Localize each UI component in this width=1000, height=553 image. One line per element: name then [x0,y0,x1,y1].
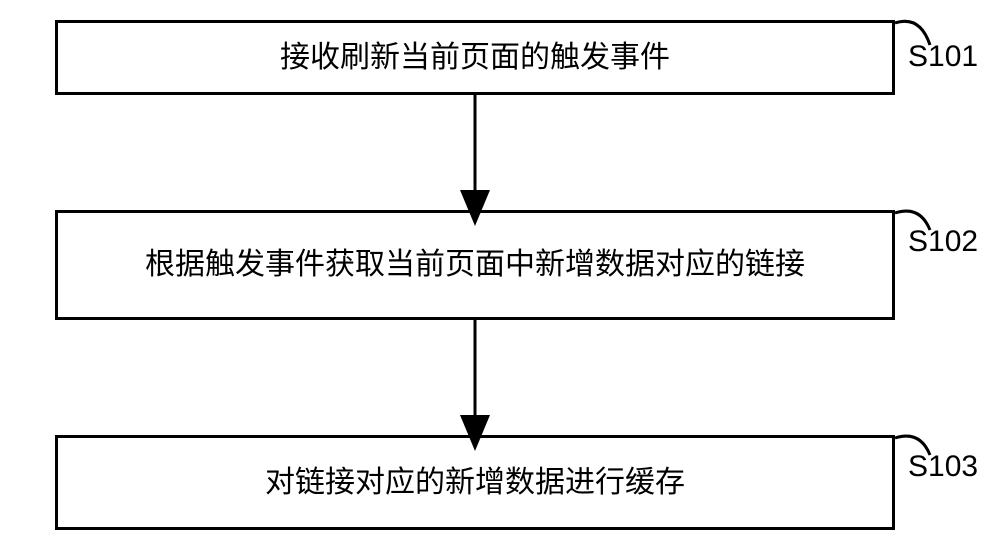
connectors-svg [0,0,1000,553]
label-connector-s101 [895,21,930,45]
label-connector-s103 [895,436,930,455]
label-connector-s102 [895,211,930,230]
flowchart-canvas: 接收刷新当前页面的触发事件 根据触发事件获取当前页面中新增数据对应的链接 对链接… [0,0,1000,553]
